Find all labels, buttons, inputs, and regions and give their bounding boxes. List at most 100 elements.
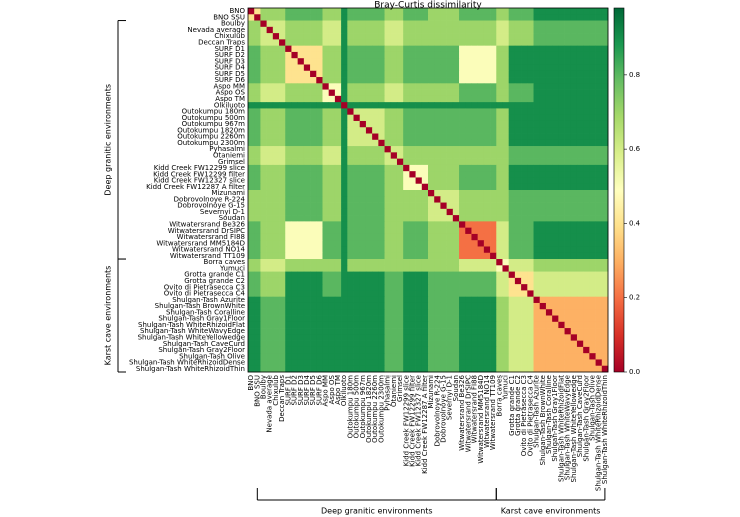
heatmap-cell <box>415 334 423 341</box>
heatmap-cell <box>483 158 491 166</box>
heatmap-cell <box>496 20 503 28</box>
heatmap-cell <box>452 77 460 84</box>
heatmap-cell <box>583 196 590 203</box>
heatmap-cell <box>322 202 330 210</box>
heatmap-cell <box>483 89 491 97</box>
heatmap-cell <box>558 265 565 272</box>
heatmap-cell <box>539 20 547 28</box>
heatmap-cell <box>545 77 553 84</box>
heatmap-cell <box>285 284 292 291</box>
heatmap-cell <box>341 8 348 15</box>
heatmap-cell <box>434 302 441 310</box>
heatmap-cell <box>359 39 367 47</box>
x-tick-label: Mizunami <box>427 375 435 409</box>
heatmap-cell <box>248 340 255 348</box>
heatmap-cell <box>496 45 503 53</box>
heatmap-cell <box>322 221 330 229</box>
heatmap-cell <box>564 346 572 354</box>
heatmap-cell <box>347 120 354 128</box>
heatmap-cell <box>477 296 485 304</box>
heatmap-cell <box>272 221 280 229</box>
heatmap-cell <box>539 208 547 216</box>
heatmap-cell <box>353 246 361 254</box>
heatmap-cell <box>390 70 398 78</box>
heatmap-cell <box>378 183 385 191</box>
heatmap-cell <box>558 202 565 210</box>
heatmap-cell <box>328 183 336 191</box>
heatmap-cell <box>409 95 416 103</box>
heatmap-cell <box>527 290 534 298</box>
heatmap-cell <box>508 215 516 222</box>
heatmap-cell <box>328 246 336 254</box>
heatmap-cell <box>328 77 336 84</box>
heatmap-cell <box>533 365 541 373</box>
heatmap-cell <box>347 271 354 279</box>
heatmap-cell <box>440 359 447 367</box>
heatmap-cell <box>490 120 497 128</box>
heatmap-cell <box>539 89 547 97</box>
heatmap-cell <box>533 190 541 197</box>
heatmap-cell <box>490 208 497 216</box>
heatmap-cell <box>248 33 255 40</box>
heatmap-cell <box>310 8 317 15</box>
heatmap-cell <box>365 108 373 116</box>
heatmap-cell <box>576 120 584 128</box>
heatmap-cell <box>595 202 603 210</box>
heatmap-cell <box>477 177 485 185</box>
heatmap-cell <box>285 64 292 72</box>
heatmap-cell <box>353 315 361 323</box>
heatmap-cell <box>508 202 516 210</box>
heatmap-cell <box>496 284 503 291</box>
heatmap-cell <box>248 227 255 235</box>
heatmap-cell <box>589 120 596 128</box>
heatmap-cell <box>421 353 429 360</box>
heatmap-cell <box>514 277 522 285</box>
heatmap-cell <box>539 233 547 241</box>
heatmap-cell <box>514 183 522 191</box>
heatmap-cell <box>465 127 472 134</box>
heatmap-cell <box>576 146 584 153</box>
heatmap-cell <box>372 108 379 116</box>
heatmap-cell <box>490 190 497 197</box>
heatmap-cell <box>583 58 590 65</box>
heatmap-cell <box>266 139 274 147</box>
heatmap-cell <box>341 39 348 47</box>
heatmap-cell <box>452 152 460 159</box>
heatmap-cell <box>297 202 305 210</box>
x-tick-label: Witwatersrand NO14 <box>483 374 491 448</box>
heatmap-cell <box>353 39 361 47</box>
heatmap-cell <box>601 302 609 310</box>
heatmap-cell <box>601 33 609 40</box>
heatmap-cell <box>285 83 292 90</box>
heatmap-cell <box>285 340 292 348</box>
heatmap-cell <box>576 83 584 90</box>
heatmap-cell <box>359 259 367 266</box>
heatmap-cell <box>583 277 590 285</box>
heatmap-cell <box>564 208 572 216</box>
heatmap-cell <box>452 89 460 97</box>
heatmap-cell <box>384 202 392 210</box>
heatmap-cell <box>328 265 336 272</box>
heatmap-cell <box>434 177 441 185</box>
heatmap-cell <box>465 114 472 122</box>
heatmap-cell <box>570 120 578 128</box>
heatmap-cell <box>365 233 373 241</box>
heatmap-cell <box>310 227 317 235</box>
heatmap-cell <box>328 95 336 103</box>
heatmap-cell <box>428 290 435 298</box>
heatmap-cell <box>285 146 292 153</box>
heatmap-cell <box>415 89 423 97</box>
heatmap-cell <box>341 190 348 197</box>
heatmap-cell <box>316 45 323 53</box>
heatmap-cell <box>421 20 429 28</box>
x-tick-label: Shulgan-Tash Azurite <box>533 375 541 448</box>
heatmap-cell <box>372 271 379 279</box>
heatmap-cell <box>465 227 472 235</box>
heatmap-cell <box>310 290 317 298</box>
heatmap-cell <box>452 70 460 78</box>
heatmap-cell <box>576 171 584 178</box>
heatmap-cell <box>347 328 354 335</box>
heatmap-cell <box>254 152 261 159</box>
heatmap-cell <box>508 127 516 134</box>
heatmap-cell <box>434 265 441 272</box>
